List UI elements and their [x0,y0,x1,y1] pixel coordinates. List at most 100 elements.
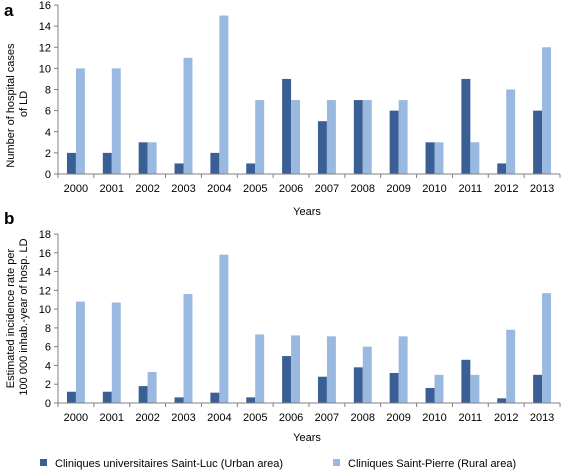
panel-b-letter: b [4,209,14,228]
panel-b-x-tick-label: 2011 [459,412,483,424]
panel-a-bar-rural-2009 [398,100,408,174]
panel-b-ylabel-line-1: Estimated incidence rate per [5,248,17,388]
panel-b-bar-urban-2009 [389,372,399,403]
panel-b-x-tick-label: 2010 [422,412,446,424]
legend-label-urban: Cliniques universitaires Saint-Luc (Urba… [55,458,283,470]
panel-b-x-tick-label: 2005 [243,412,267,424]
panel-b-bar-rural-2002 [147,372,157,403]
panel-a-bar-urban-2000 [66,152,76,175]
panel-b-bar-urban-2004 [210,392,220,403]
panel-a-x-tick-label: 2010 [422,183,446,195]
panel-b-plot-area: 0 2 4 6 8 10 12 14 16 18 2000 2001 2002 2003 2004 2005 2… [39,229,561,424]
panel-a-x-tick-label: 2002 [135,183,159,195]
panel-a-y-tick-label: 0 [45,169,51,181]
panel-b-x-tick-label: 2007 [315,412,339,424]
panel-a-bar-urban-2008 [353,100,363,174]
panel-b-y-tick-label: 6 [45,342,51,354]
panel-a-bar-urban-2004 [210,152,220,175]
panel-b-bar-rural-2012 [506,329,516,403]
panel-b-bar-rural-2008 [362,346,372,403]
panel-b-bar-urban-2002 [138,386,148,403]
panel-b-y-tick-label: 8 [45,323,51,335]
panel-a-y-tick-label: 8 [45,85,51,97]
panel-a-x-tick-label: 2011 [459,183,483,195]
panel-b-x-tick-label: 2009 [386,412,410,424]
legend: Cliniques universitaires Saint-Luc (Urba… [40,458,516,470]
panel-b-ylabel-line-2: 100 000 inhab.-year of hosp. LD [18,238,30,395]
panel-a-bar-rural-2001 [111,68,121,175]
panel-b-y-tick-label: 12 [39,285,51,297]
panel-a-xlabel: Years [293,206,321,218]
panel-a-bar-rural-2007 [326,100,336,174]
panel-a-bar-urban-2007 [317,121,327,174]
panel-b-bar-urban-2012 [497,398,507,403]
panel-b-y-tick-label: 0 [45,398,51,410]
panel-a-bar-rural-2002 [147,142,157,174]
panel-b-x-tick-label: 2003 [171,412,195,424]
panel-a-y-tick-label: 12 [39,42,51,54]
panel-b-xlabel: Years [293,432,321,444]
panel-a-chart: a Number of hospital cases of LD Years 0… [4,0,561,218]
panel-b-bar-urban-2010 [425,387,435,403]
panel-a-ylabel: Number of hospital cases of LD [5,40,30,167]
panel-a-y-tick-label: 16 [39,0,51,12]
panel-a-bar-rural-2006 [291,100,301,174]
panel-a-y-tick-label: 6 [45,106,51,118]
panel-a-bar-urban-2012 [497,163,507,174]
panel-a-bar-rural-2013 [542,47,552,174]
panel-a-x-tick-label: 2007 [315,183,339,195]
legend-swatch-urban [40,459,47,466]
panel-b-y-tick-label: 4 [45,360,51,372]
panel-b-bar-rural-2000 [75,301,85,403]
panel-a-bar-rural-2005 [255,100,265,174]
panel-a-x-tick-label: 2012 [494,183,518,195]
panel-a-x-tick-label: 2009 [386,183,410,195]
panel-a-bar-urban-2011 [461,78,471,174]
panel-b-y-tick-label: 16 [39,248,51,260]
panel-a-bar-urban-2006 [282,78,292,174]
panel-b-bar-rural-2007 [326,336,336,403]
panel-b-bar-urban-2000 [66,391,76,403]
panel-b-bar-urban-2007 [317,376,327,403]
panel-b-y-tick-label: 18 [39,229,51,241]
panel-b-chart: b Estimated incidence rate per 100 000 i… [4,209,561,444]
panel-b-bar-urban-2003 [174,397,184,403]
panel-a-x-tick-label: 2001 [100,183,124,195]
panel-b-x-tick-label: 2012 [494,412,518,424]
panel-b-bar-rural-2003 [183,294,193,403]
panel-a-x-tick-label: 2013 [530,183,554,195]
panel-b-x-tick-label: 2004 [207,412,231,424]
panel-b-bar-rural-2004 [219,254,229,403]
panel-a-bar-urban-2003 [174,163,184,174]
panel-a-bar-rural-2003 [183,57,193,175]
panel-a-x-tick-label: 2004 [207,183,231,195]
panel-a-bar-urban-2002 [138,142,148,174]
panel-b-x-tick-label: 2008 [351,412,375,424]
panel-a-bar-urban-2005 [246,163,256,174]
panel-a-bar-urban-2010 [425,142,435,174]
panel-b-bar-urban-2008 [353,367,363,403]
legend-swatch-rural [333,459,340,466]
panel-b-x-tick-label: 2002 [135,412,159,424]
panel-b-bar-rural-2009 [398,336,408,403]
panel-a-y-tick-label: 10 [39,63,51,75]
panel-a-bar-rural-2004 [219,15,229,175]
panel-a-bar-rural-2012 [506,89,516,174]
panel-a-x-tick-label: 2006 [279,183,303,195]
panel-a-bar-rural-2011 [470,142,480,174]
panel-a-x-tick-label: 2008 [351,183,375,195]
panel-b-bar-urban-2013 [533,374,543,403]
panel-b-bar-urban-2011 [461,359,471,403]
panel-b-bar-urban-2005 [246,397,256,403]
panel-a-y-tick-label: 2 [45,148,51,160]
panel-b-ylabel: Estimated incidence rate per 100 000 inh… [5,238,30,395]
panel-a-bar-rural-2008 [362,100,372,174]
panel-a-x-tick-label: 2003 [171,183,195,195]
panel-b-y-tick-label: 10 [39,304,51,316]
panel-b-bar-rural-2011 [470,374,480,403]
panel-a-letter: a [4,1,14,20]
panel-b-x-tick-label: 2001 [100,412,124,424]
panel-a-bar-urban-2009 [389,110,399,175]
panel-a-plot-area: 0 2 4 6 8 10 12 14 16 2000 2001 2002 2003 2004 2005 200… [39,0,561,195]
